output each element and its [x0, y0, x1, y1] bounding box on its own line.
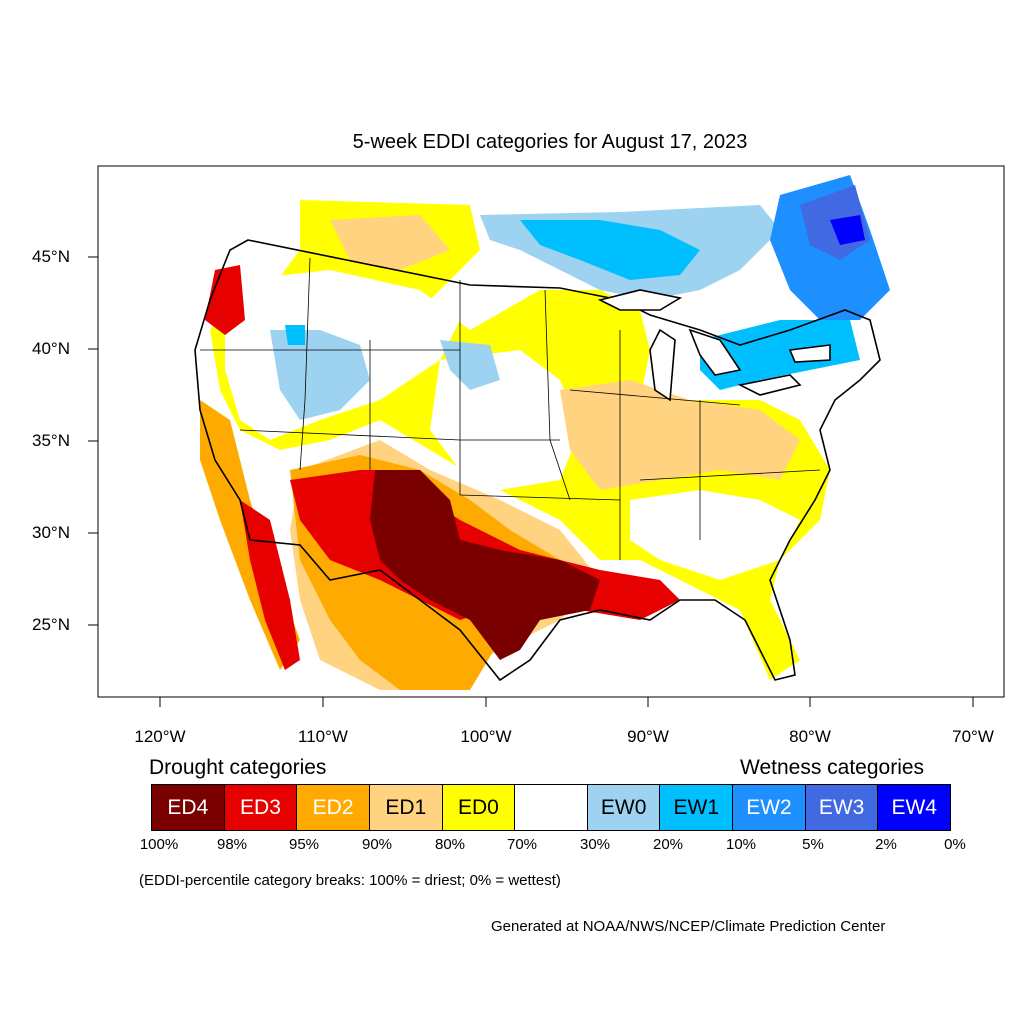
legend-cell-normal [515, 785, 588, 830]
region-ed3-oregon [205, 265, 245, 335]
lat-label-25: 25°N [32, 615, 70, 634]
legend-cell-ew0: EW0 [587, 785, 661, 830]
state-boundaries [200, 257, 821, 560]
region-normal-southeast [630, 490, 800, 580]
lon-label-100: 100°W [460, 727, 512, 746]
legend-cell-ed4: ED4 [152, 785, 225, 830]
break-label: 0% [944, 836, 966, 853]
break-label: 98% [216, 836, 248, 853]
break-label: 90% [361, 836, 393, 853]
legend-cell-ew3: EW3 [805, 785, 879, 830]
lon-label-80: 80°W [789, 727, 831, 746]
lon-label-90: 90°W [627, 727, 669, 746]
break-label: 95% [288, 836, 320, 853]
map-title: 5-week EDDI categories for August 17, 20… [352, 131, 748, 153]
drought-heading: Drought categories [149, 756, 327, 779]
lat-label-40: 40°N [32, 339, 70, 358]
break-label: 30% [579, 836, 611, 853]
wetness-heading: Wetness categories [740, 756, 925, 779]
region-ed1-northwest [330, 215, 450, 270]
region-ew1-idaho [285, 325, 305, 345]
axis-ticks [88, 256, 974, 707]
lon-label-110: 110°W [298, 727, 348, 746]
legend-cell-ed0: ED0 [442, 785, 516, 830]
lon-label-120: 120°W [134, 727, 186, 746]
region-ew0-plains [440, 340, 500, 390]
legend-cell-ed1: ED1 [369, 785, 443, 830]
region-ew1-greatlakes [700, 320, 860, 390]
lat-label-30: 30°N [32, 523, 70, 542]
region-ed3-coast [240, 500, 300, 670]
break-label: 10% [725, 836, 757, 853]
region-ew0-rockies [270, 330, 370, 420]
legend-cell-ew2: EW2 [733, 785, 806, 830]
break-label: 80% [434, 836, 466, 853]
region-ew4-quebec [830, 215, 865, 245]
category-note: (EDDI-percentile category breaks: 100% =… [139, 872, 561, 889]
great-lakes [597, 289, 831, 402]
lon-label-70: 70°W [952, 727, 994, 746]
legend-cell-ed2: ED2 [297, 785, 370, 830]
break-label: 100% [139, 836, 179, 853]
conus-outline [194, 239, 881, 682]
break-label: 20% [652, 836, 684, 853]
break-label: 70% [506, 836, 538, 853]
lat-label-35: 35°N [32, 431, 70, 450]
legend-cell-ew1: EW1 [660, 785, 734, 830]
lat-label-45: 45°N [32, 247, 70, 266]
legend-cell-ew4: EW4 [878, 785, 951, 830]
map-frame [97, 165, 1005, 698]
region-ew1-north [520, 220, 700, 280]
legend-cell-ed3: ED3 [224, 785, 298, 830]
break-label: 2% [875, 836, 897, 853]
legend-colorbar: ED4 ED3 ED2 ED1 ED0 EW0 EW1 EW2 EW3 EW4 [151, 784, 951, 831]
break-label: 5% [802, 836, 824, 853]
region-ed4-texas [370, 470, 600, 660]
credit-line: Generated at NOAA/NWS/NCEP/Climate Predi… [491, 918, 886, 935]
